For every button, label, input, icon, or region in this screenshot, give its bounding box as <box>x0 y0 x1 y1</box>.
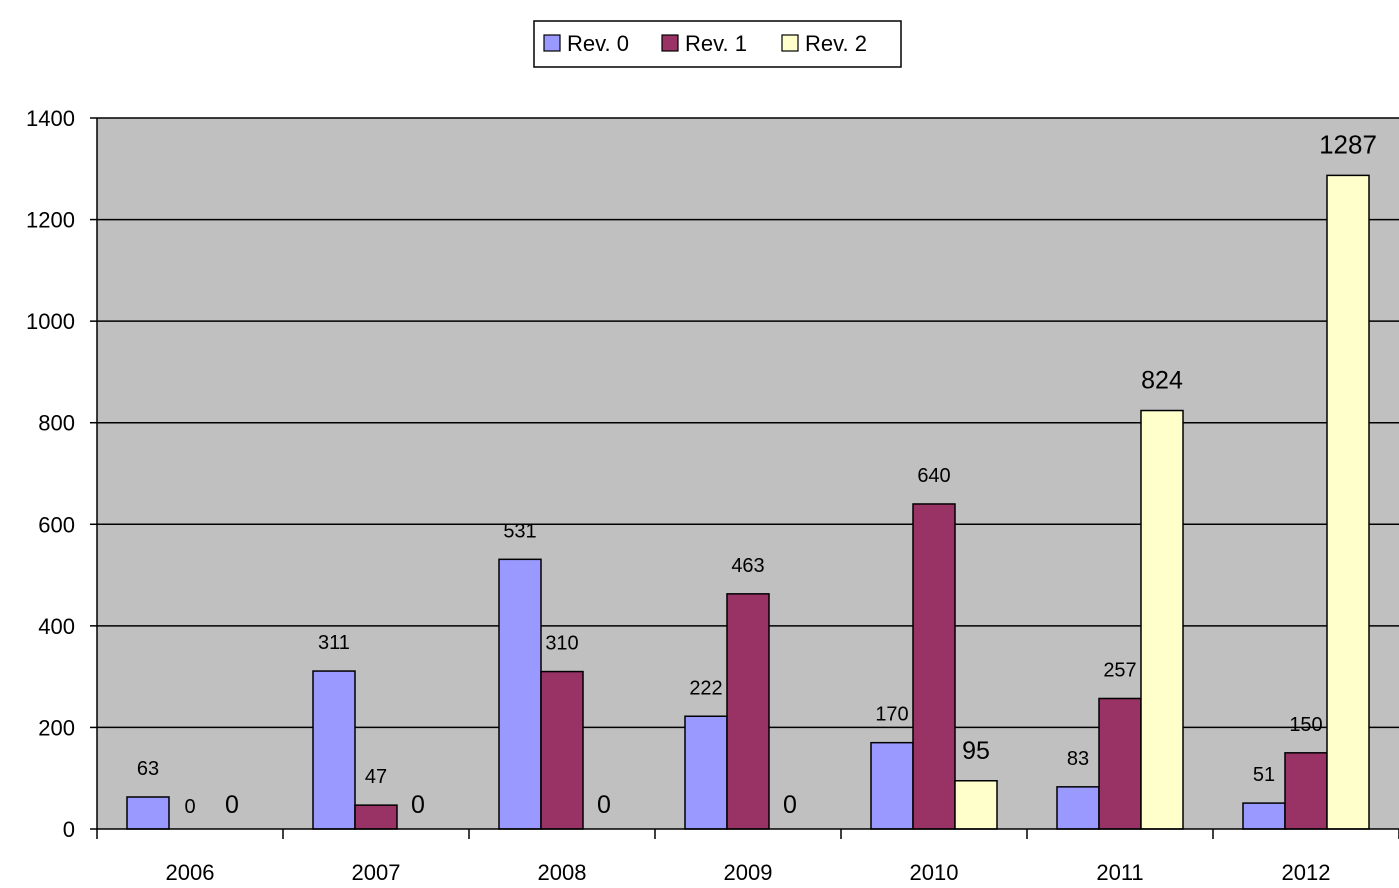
bar <box>126 796 170 830</box>
data-label: 311 <box>318 632 350 654</box>
bar <box>684 715 728 830</box>
bar <box>870 741 914 830</box>
x-tick-label: 2012 <box>1282 860 1331 885</box>
y-tick-label: 0 <box>63 817 75 842</box>
data-label: 463 <box>731 555 764 577</box>
data-label: 150 <box>1289 714 1322 736</box>
data-label: 257 <box>1103 659 1136 681</box>
bar <box>912 503 956 830</box>
legend-label: Rev. 1 <box>685 31 747 56</box>
data-label: 0 <box>411 791 425 819</box>
y-tick-label: 400 <box>38 614 75 639</box>
data-label: 824 <box>1141 367 1183 395</box>
legend-swatch <box>543 34 561 52</box>
bar <box>540 670 584 830</box>
bar <box>312 670 356 830</box>
data-label: 47 <box>365 766 387 788</box>
x-tick-label: 2007 <box>352 860 401 885</box>
bar <box>726 593 770 830</box>
legend-label: Rev. 0 <box>567 31 629 56</box>
bar <box>1326 174 1370 830</box>
data-label: 83 <box>1067 748 1089 770</box>
y-tick-label: 1400 <box>26 106 75 131</box>
x-tick-label: 2006 <box>166 860 215 885</box>
legend-swatch <box>661 34 679 52</box>
data-label: 222 <box>689 677 722 699</box>
data-label: 1287 <box>1319 129 1377 159</box>
data-label: 63 <box>137 758 159 780</box>
x-tick-label: 2011 <box>1096 860 1143 885</box>
bar <box>1284 752 1328 830</box>
axes: 0 200 400 600 800 1000 1200 1400 2006 2007 2008 200… <box>26 106 1399 885</box>
data-label: 640 <box>917 465 950 487</box>
legend-label: Rev. 2 <box>805 31 867 56</box>
x-tick-label: 2008 <box>538 860 587 885</box>
bar <box>498 558 542 830</box>
bar <box>354 804 398 830</box>
data-label: 0 <box>597 791 611 819</box>
data-label: 0 <box>225 791 239 819</box>
data-label: 51 <box>1253 764 1275 786</box>
data-label: 531 <box>503 520 536 542</box>
legend-swatch <box>781 34 799 52</box>
y-tick-label: 600 <box>38 512 75 537</box>
y-tick-label: 1000 <box>26 309 75 334</box>
x-tick-label: 2010 <box>910 860 959 885</box>
data-label: 95 <box>962 737 990 765</box>
data-label: 0 <box>783 791 797 819</box>
y-tick-label: 800 <box>38 411 75 436</box>
y-tick-label: 200 <box>38 715 75 740</box>
legend: Rev. 0 Rev. 1 Rev. 2 <box>533 20 902 68</box>
bar <box>1140 409 1184 830</box>
data-label: 310 <box>545 633 578 655</box>
data-label: 0 <box>184 796 195 818</box>
y-tick-label: 1200 <box>26 208 75 233</box>
legend-box <box>533 20 902 68</box>
x-tick-label: 2009 <box>724 860 773 885</box>
bar <box>1098 697 1142 830</box>
bar <box>954 780 998 830</box>
data-labels: 63 311 531 222 170 83 51 0 47 310 463 640 257 150 0 0 0 0… <box>137 129 1377 819</box>
data-label: 170 <box>875 704 908 726</box>
bar <box>1242 802 1286 830</box>
bar <box>1056 786 1100 830</box>
